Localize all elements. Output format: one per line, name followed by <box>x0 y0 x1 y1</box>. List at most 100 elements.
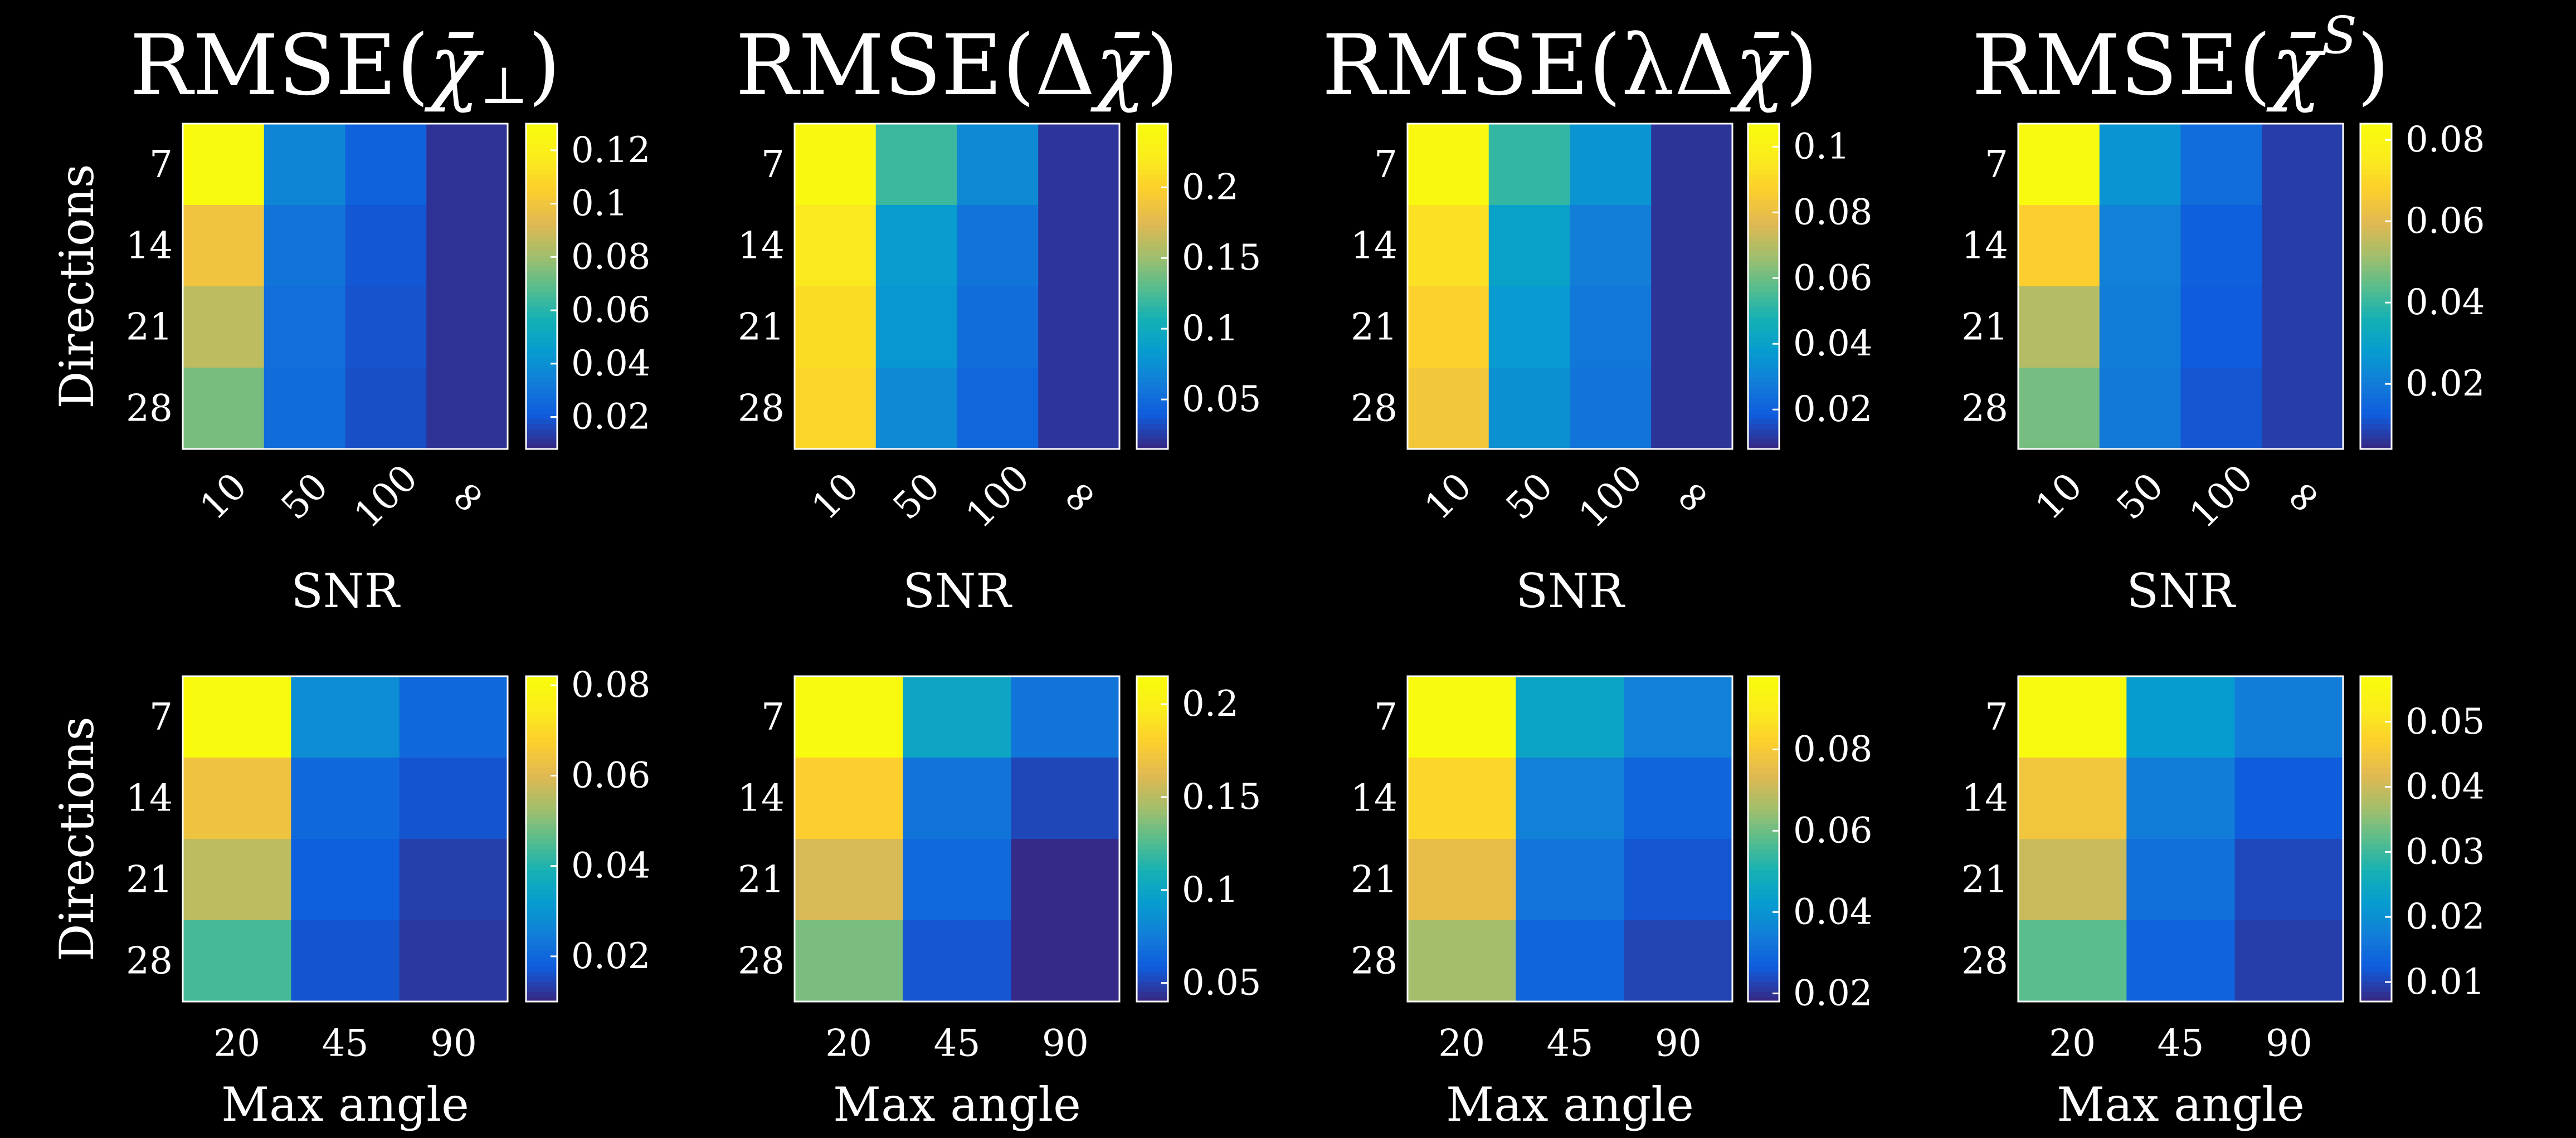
colorbar-segment <box>2360 240 2392 246</box>
heatmap-cell-r3-c1 <box>2018 839 2127 921</box>
colorbar-segment <box>526 885 557 891</box>
colorbar-segment <box>526 129 557 135</box>
colorbar-segment <box>526 296 557 302</box>
colorbar-segment <box>2360 327 2392 333</box>
colorbar-segment <box>2360 189 2392 196</box>
axes-frame <box>793 675 1121 1003</box>
colorbar-segment <box>2360 880 2392 885</box>
colorbar-segment <box>2360 828 2392 834</box>
heatmap-cell-r1-c2 <box>875 124 958 206</box>
colorbar-segment <box>526 413 557 419</box>
colorbar-segment <box>1748 833 1779 839</box>
colorbar-segment <box>526 732 557 738</box>
colorbar-segment <box>1137 808 1168 814</box>
colorbar-segment <box>526 266 557 272</box>
heatmap-cell-r4-c2 <box>903 920 1012 1002</box>
colorbar-segment <box>1137 443 1168 450</box>
colorbar-segment <box>1748 747 1779 753</box>
y-tick-label: 21 <box>738 306 785 349</box>
heatmap-cell-r4-c1 <box>183 368 265 450</box>
colorbar-segment <box>1748 945 1779 951</box>
y-tick-label: 14 <box>1351 777 1397 820</box>
colorbar-tick-label: 0.08 <box>571 236 651 277</box>
heatmap-cell-r1-c2 <box>1516 676 1625 758</box>
colorbar-tick-label: 0.04 <box>2405 766 2485 808</box>
heatmap-cell-r3-c3 <box>1570 286 1652 368</box>
colorbar-segment <box>2360 418 2392 424</box>
y-tick-label: 28 <box>1351 387 1397 430</box>
colorbar-segment <box>2360 347 2392 353</box>
colorbar-segment <box>2360 950 2392 956</box>
colorbar-segment <box>526 408 557 414</box>
colorbar-tick-label: 0.04 <box>571 846 651 887</box>
heatmap-cell-r4-c1 <box>183 920 291 1002</box>
x-tick-label: 90 <box>430 1022 477 1065</box>
colorbar-segment <box>1137 194 1168 201</box>
colorbar-segment <box>1748 316 1779 323</box>
colorbar-segment <box>1137 768 1168 774</box>
colorbar-segment <box>1748 920 1779 926</box>
colorbar-segment <box>2360 788 2392 794</box>
colorbar-segment <box>1137 940 1168 946</box>
colorbar-segment <box>1137 266 1168 272</box>
colorbar-segment <box>526 905 557 911</box>
x-tick-label: 45 <box>322 1022 369 1065</box>
y-tick-label: 7 <box>149 696 173 739</box>
colorbar-segment <box>526 955 557 961</box>
colorbar-tick-label: 0.1 <box>1793 126 1850 167</box>
colorbar-tick-label: 0.15 <box>1182 237 1262 279</box>
colorbar-segment <box>526 945 557 951</box>
colorbar-segment <box>1748 813 1779 819</box>
heatmap-cell-r1-c3 <box>957 124 1039 206</box>
colorbar-segment <box>1137 925 1168 931</box>
colorbar-segment <box>1137 793 1168 799</box>
y-tick-label: 21 <box>738 858 785 901</box>
x-axis-label: Max angle <box>2057 1077 2305 1132</box>
colorbar-segment <box>1748 251 1779 257</box>
colorbar-segment <box>526 696 557 702</box>
colorbar-segment <box>2360 920 2392 926</box>
colorbar-segment <box>2360 925 2392 931</box>
x-tick-label: 45 <box>2158 1022 2204 1065</box>
heatmap-cell-r4-c3 <box>957 368 1039 450</box>
heatmap-cell-r4-c2 <box>875 368 958 450</box>
colorbar-segment <box>1748 144 1779 150</box>
colorbar-segment <box>1748 443 1779 450</box>
colorbar-tick-label: 0.2 <box>1182 167 1239 208</box>
colorbar-segment <box>526 362 557 368</box>
colorbar-segment <box>1137 945 1168 951</box>
title-close: ) <box>1785 17 1818 114</box>
colorbar-tick-label: 0.08 <box>1793 729 1873 770</box>
colorbar-segment <box>526 752 557 758</box>
colorbar-segment <box>526 910 557 916</box>
colorbar-segment <box>2360 991 2392 997</box>
heatmap-cell-r1-c3 <box>2180 124 2262 206</box>
colorbar-segment <box>526 337 557 343</box>
colorbar-tick-label: 0.04 <box>2405 282 2485 323</box>
colorbar-segment <box>526 311 557 318</box>
colorbar-segment <box>1137 129 1168 135</box>
colorbar-segment <box>2360 930 2392 936</box>
colorbar-segment <box>1748 189 1779 196</box>
colorbar-segment <box>1748 910 1779 916</box>
colorbar-segment <box>526 357 557 363</box>
colorbar-segment <box>1137 291 1168 297</box>
colorbar-segment <box>1748 235 1779 241</box>
colorbar-segment <box>1137 691 1168 697</box>
colorbar-segment <box>526 818 557 824</box>
colorbar-segment <box>1137 388 1168 394</box>
colorbar-segment <box>1748 768 1779 774</box>
y-axis-label: Directions <box>50 164 104 409</box>
heatmap-cell-r3-c3 <box>1011 839 1120 921</box>
heatmap-panel-6: 7 14 21 28 20 45 90 Max angle 0.05 0.1 0.15 0.2 <box>738 675 1262 1132</box>
x-tick-label: 90 <box>2266 1022 2312 1065</box>
colorbar-tick-label: 0.02 <box>2405 363 2485 404</box>
heatmap-cell-r4-c1 <box>2018 920 2127 1002</box>
colorbar-segment <box>1748 732 1779 738</box>
colorbar-segment <box>1748 742 1779 748</box>
x-axis-label: Max angle <box>221 1077 469 1132</box>
colorbar-segment <box>1748 986 1779 992</box>
colorbar-segment <box>1748 706 1779 712</box>
heatmap-cell-r4-c3 <box>399 920 508 1002</box>
